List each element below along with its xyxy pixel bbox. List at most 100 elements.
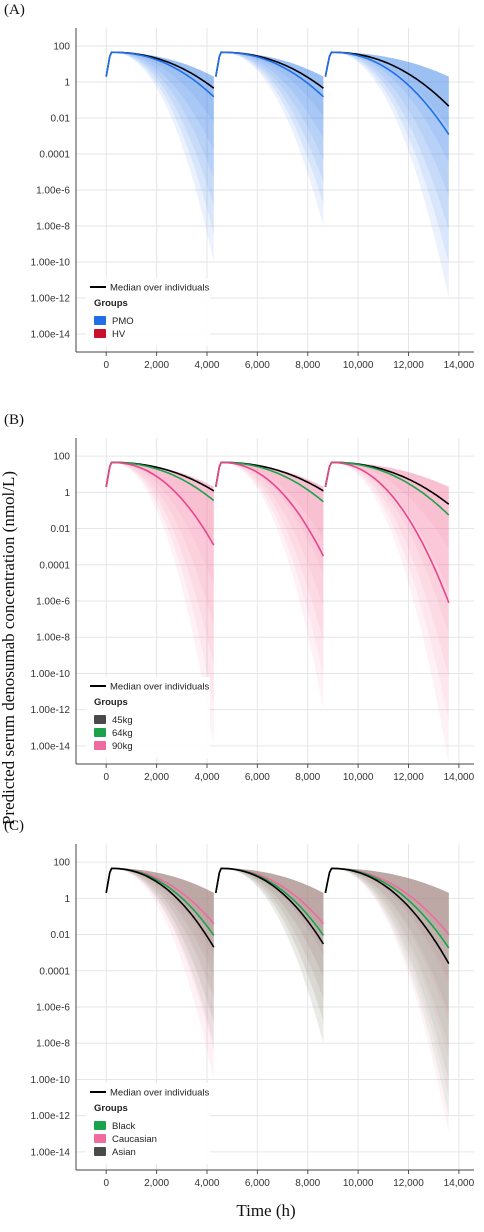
x-tick-label: 0 [103, 1178, 109, 1189]
legend-median-label: Median over individuals [110, 682, 210, 693]
chart-panel: (C) 100 1 0.01 0.0001 1.00e-6 1.00e-8 1.00e-10 1… [4, 818, 475, 1189]
band-area [106, 868, 214, 968]
y-tick-label: 0.0001 [39, 560, 70, 571]
x-tick-label: 8,000 [295, 360, 320, 371]
legend-groups-title: Groups [94, 298, 128, 309]
y-tick-label: 1.00e-14 [31, 1147, 71, 1158]
band-area [215, 462, 324, 574]
y-tick-label: 1.00e-8 [36, 1039, 70, 1050]
band-area [325, 868, 449, 1116]
y-tick-label: 1.00e-10 [31, 1075, 71, 1086]
legend-series-label: 64kg [112, 728, 133, 739]
band-area [215, 868, 324, 1000]
legend-swatch [94, 728, 106, 737]
band-area [215, 868, 324, 1044]
band-area [325, 462, 449, 721]
band-area [215, 52, 324, 139]
band-area [106, 52, 214, 263]
median-line [105, 461, 215, 546]
y-tick-label: 0.01 [51, 114, 71, 125]
y-tick-label: 0.01 [51, 524, 71, 535]
legend-swatch [94, 316, 106, 325]
y-tick-label: 0.0001 [39, 966, 70, 977]
legend-box [86, 1083, 210, 1164]
band-area [325, 868, 449, 946]
band-area [215, 868, 324, 978]
legend-groups-title: Groups [94, 1103, 128, 1114]
y-tick-label: 1.00e-6 [36, 597, 70, 608]
band-area [106, 868, 214, 1044]
y-tick-label: 1 [64, 78, 70, 89]
y-tick-label: 100 [53, 42, 70, 53]
x-tick-label: 6,000 [245, 1178, 270, 1189]
band-area [215, 462, 324, 540]
y-tick-label: 1.00e-12 [31, 1111, 71, 1122]
band-area [325, 868, 449, 1014]
median-line [105, 867, 215, 948]
band-area [106, 52, 214, 207]
x-tick-label: 2,000 [144, 1178, 169, 1189]
legend-series-label: 90kg [112, 741, 133, 752]
legend-series-label: PMO [112, 316, 134, 327]
band-area [325, 462, 449, 592]
band-area [106, 52, 214, 123]
band-area [215, 462, 324, 710]
band-area [106, 868, 214, 1080]
band-area [106, 462, 214, 546]
panels: (A)10010.010.00011.00e-61.00e-81.00e-101… [4, 2, 475, 1189]
legend-box [86, 278, 210, 346]
panel-label: (A) [4, 2, 25, 18]
band-area [325, 462, 449, 764]
band-area [215, 462, 324, 608]
y-tick-label: 100 [53, 858, 70, 869]
band-area [325, 52, 449, 299]
band-area [215, 462, 324, 642]
legend-groups-title: Groups [94, 697, 128, 708]
legend-median-label: Median over individuals [110, 283, 210, 294]
median-line [324, 461, 450, 516]
band-area [106, 868, 214, 1000]
legend-swatch [94, 1147, 106, 1156]
y-tick-label: 1.00e-10 [31, 258, 71, 269]
panel-label: (C) [4, 818, 24, 834]
chart-panel: (A) 100 1 0.01 0.0001 1.00e-6 1.00e-8 1.00e-10 1… [4, 2, 475, 371]
band-area [325, 462, 449, 635]
band-area [106, 462, 214, 746]
median-line [105, 51, 215, 98]
band-area [325, 462, 449, 678]
median-line [324, 51, 450, 136]
band-area [106, 52, 214, 151]
x-tick-label: 4,000 [194, 1178, 219, 1189]
x-tick-label: 8,000 [295, 772, 320, 783]
band-area [215, 868, 324, 933]
x-tick-label: 12,000 [393, 360, 424, 371]
median-line [215, 867, 325, 945]
y-tick-label: 0.0001 [39, 150, 70, 161]
band-area [106, 52, 214, 235]
band-area [215, 868, 324, 956]
legend-series-label: HV [112, 329, 126, 340]
band-area [215, 868, 324, 978]
y-tick-label: 1 [64, 488, 70, 499]
legend-swatch [94, 1121, 106, 1130]
band-area [325, 868, 449, 980]
y-tick-label: 1.00e-14 [31, 330, 71, 341]
band-area [215, 868, 324, 1044]
band-area [215, 52, 324, 205]
x-tick-label: 0 [103, 772, 109, 783]
band-area [325, 52, 449, 197]
x-tick-label: 4,000 [194, 772, 219, 783]
band-area [325, 52, 449, 129]
x-tick-label: 6,000 [245, 360, 270, 371]
band-area [215, 52, 324, 227]
legend-swatch [94, 715, 106, 724]
band-area [106, 868, 214, 1052]
legend-swatch [94, 1134, 106, 1143]
y-tick-label: 100 [53, 452, 70, 463]
y-tick-label: 1.00e-12 [31, 294, 71, 305]
band-area [215, 52, 324, 183]
panel-label: (B) [4, 412, 24, 428]
band-area [106, 868, 214, 996]
band-area [325, 868, 449, 1134]
legend-box [86, 677, 210, 758]
